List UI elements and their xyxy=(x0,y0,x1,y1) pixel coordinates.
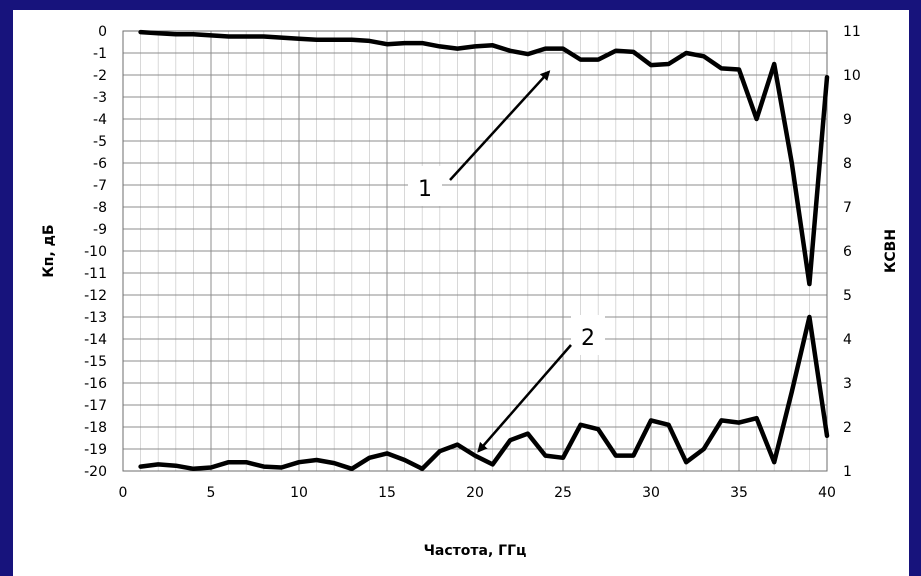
y-left-tick-label: -13 xyxy=(84,310,107,326)
series-layer xyxy=(138,29,830,472)
y-left-tick-label: -11 xyxy=(84,266,107,282)
y-right-tick-label: 8 xyxy=(843,156,852,172)
y-left-tick-label: -8 xyxy=(93,200,107,216)
y-right-tick-label: 7 xyxy=(843,200,852,216)
plot-border xyxy=(122,30,828,472)
callout-1-background xyxy=(408,166,442,206)
callout-2-background xyxy=(571,315,605,355)
y-left-tick-label: -14 xyxy=(84,332,107,348)
x-tick-label: 5 xyxy=(207,485,216,501)
tick-layer: 0 5 10 15 20 25 30 35 400-1-2-3-4-5-6-7-8-9-10-1… xyxy=(84,24,861,501)
annotation-layer: 12 xyxy=(408,70,605,453)
callout-2-arrow xyxy=(477,344,572,453)
y-right-tick-label: 9 xyxy=(843,112,852,128)
y-left-tick-label: -3 xyxy=(93,90,107,106)
y-left-tick-label: -10 xyxy=(84,244,107,260)
x-tick-label: 25 xyxy=(554,485,572,501)
series-line-1 xyxy=(138,29,830,287)
series-line-2 xyxy=(138,314,830,472)
callout-2-label: 2 xyxy=(581,326,595,351)
x-tick-label: 35 xyxy=(730,485,748,501)
callout-1-label: 1 xyxy=(418,177,432,202)
y-right-tick-label: 6 xyxy=(843,244,852,260)
y-left-tick-label: -12 xyxy=(84,288,107,304)
y-right-tick-label: 4 xyxy=(843,332,852,348)
x-tick-label: 15 xyxy=(378,485,396,501)
y-left-tick-label: 0 xyxy=(98,24,107,40)
y-left-tick-label: -15 xyxy=(84,354,107,370)
x-tick-label: 30 xyxy=(642,485,660,501)
y-left-tick-label: -6 xyxy=(93,156,107,172)
y-left-tick-label: -7 xyxy=(93,178,107,194)
x-axis-title: Частота, ГГц xyxy=(424,543,527,559)
y-left-tick-label: -18 xyxy=(84,420,107,436)
y-left-axis-title: Кп, дБ xyxy=(41,224,57,277)
y-left-tick-label: -17 xyxy=(84,398,107,414)
y-right-tick-label: 11 xyxy=(843,24,861,40)
y-left-tick-label: -16 xyxy=(84,376,107,392)
y-left-tick-label: -4 xyxy=(93,112,107,128)
y-left-tick-label: -20 xyxy=(84,464,107,480)
y-right-tick-label: 3 xyxy=(843,376,852,392)
x-tick-label: 40 xyxy=(818,485,836,501)
y-right-tick-label: 10 xyxy=(843,68,861,84)
y-right-tick-label: 2 xyxy=(843,420,852,436)
y-left-tick-label: -2 xyxy=(93,68,107,84)
chart: 12 0 5 10 15 20 25 30 35 400-1-2-3-4-5-6-7-8-9-1… xyxy=(41,24,899,559)
y-left-tick-label: -5 xyxy=(93,134,107,150)
x-tick-label: 10 xyxy=(290,485,308,501)
x-tick-label: 0 xyxy=(119,485,128,501)
gridlines xyxy=(122,30,828,472)
y-left-tick-label: -9 xyxy=(93,222,107,238)
y-left-tick-label: -1 xyxy=(93,46,107,62)
y-right-tick-label: 1 xyxy=(843,464,852,480)
y-right-tick-label: 5 xyxy=(843,288,852,304)
y-left-tick-label: -19 xyxy=(84,442,107,458)
x-tick-label: 20 xyxy=(466,485,484,501)
callout-1-arrow xyxy=(449,70,551,181)
y-right-axis-title: КСВН xyxy=(883,229,899,273)
